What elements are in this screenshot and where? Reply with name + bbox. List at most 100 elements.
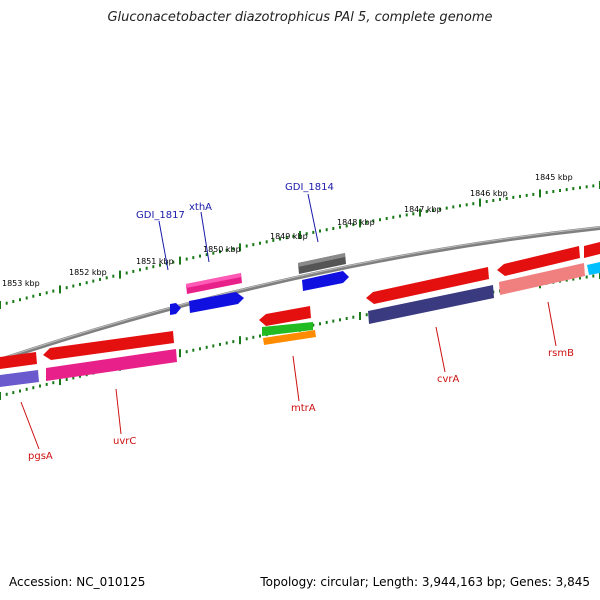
- gene-gdi1817[interactable]: [170, 303, 181, 315]
- outer-minor-tick: [272, 238, 275, 242]
- outer-minor-tick: [485, 200, 488, 203]
- outer-minor-tick: [292, 234, 295, 238]
- inner-minor-tick: [345, 317, 348, 320]
- inner-minor-tick: [232, 340, 235, 344]
- outer-major-tick: [479, 198, 481, 207]
- inner-minor-tick: [219, 342, 221, 346]
- genome-stats-label: Topology: circular; Length: 3,944,163 bp…: [260, 575, 590, 589]
- outer-minor-tick: [105, 276, 108, 280]
- outer-minor-tick: [392, 215, 395, 219]
- gene-red-edge[interactable]: [584, 242, 600, 258]
- accession-label: Accession: NC_010125: [9, 575, 146, 589]
- gene-pgsa-red[interactable]: [0, 352, 37, 369]
- inner-minor-tick: [32, 386, 35, 390]
- outer-minor-tick: [565, 188, 568, 192]
- outer-minor-tick: [365, 220, 368, 224]
- inner-minor-tick: [65, 378, 68, 381]
- inner-minor-tick: [579, 276, 581, 280]
- inner-minor-tick: [19, 389, 21, 393]
- outer-minor-tick: [12, 300, 15, 303]
- leader-gdi1814: [307, 193, 319, 243]
- outer-minor-tick: [265, 240, 268, 244]
- outer-minor-tick: [245, 244, 248, 248]
- outer-minor-tick: [465, 203, 468, 207]
- gene-mtra-green[interactable]: [262, 322, 313, 336]
- outer-minor-tick: [79, 282, 81, 286]
- outer-minor-tick: [559, 189, 561, 192]
- outer-minor-tick: [99, 277, 101, 281]
- outer-minor-tick: [212, 251, 215, 255]
- outer-minor-tick: [512, 195, 515, 199]
- outer-major-tick: [539, 189, 541, 198]
- outer-minor-tick: [572, 187, 575, 191]
- outer-major-tick: [0, 301, 1, 309]
- outer-minor-tick: [345, 224, 348, 228]
- outer-minor-tick: [259, 241, 261, 245]
- outer-minor-tick: [379, 218, 381, 222]
- inner-minor-tick: [252, 335, 255, 339]
- outer-minor-tick: [125, 271, 128, 275]
- outer-minor-tick: [439, 207, 441, 211]
- reverse-genes: [0, 246, 585, 387]
- kbp-label-1846: 1846 kbp: [470, 189, 508, 198]
- inner-minor-tick: [39, 384, 41, 388]
- inner-minor-tick: [12, 391, 15, 395]
- gene-mtra-red[interactable]: [259, 306, 311, 326]
- gene-cvra-red[interactable]: [366, 267, 489, 304]
- gene-blue-2[interactable]: [302, 271, 349, 291]
- outer-major-tick: [119, 270, 121, 279]
- outer-minor-tick: [352, 223, 355, 227]
- outer-minor-tick: [92, 279, 95, 283]
- outer-minor-tick: [85, 281, 88, 285]
- gene-mtra[interactable]: [263, 330, 316, 345]
- leader-cvra: [435, 326, 446, 373]
- outer-major-tick: [179, 256, 181, 265]
- inner-minor-tick: [72, 376, 75, 380]
- outer-minor-tick: [5, 301, 8, 305]
- inner-minor-tick: [565, 278, 568, 282]
- leader-lines: [20, 193, 557, 450]
- gene-rsmb-red[interactable]: [497, 246, 580, 276]
- leader-mtra: [292, 355, 300, 402]
- gene-cvra[interactable]: [368, 285, 494, 324]
- kbp-label-1849: 1849 kbp: [270, 232, 308, 241]
- outer-minor-tick: [332, 227, 335, 230]
- outer-minor-tick: [432, 208, 435, 212]
- outer-minor-tick: [532, 192, 535, 196]
- outer-minor-tick: [592, 184, 595, 188]
- outer-minor-tick: [492, 199, 495, 202]
- outer-minor-tick: [385, 217, 388, 220]
- gene-blue-1[interactable]: [189, 292, 244, 313]
- inner-minor-tick: [312, 323, 315, 327]
- outer-minor-tick: [192, 256, 195, 260]
- inner-minor-tick: [339, 318, 341, 322]
- leader-xtha: [200, 211, 210, 263]
- outer-minor-tick: [219, 250, 221, 254]
- kbp-label-1848: 1848 kbp: [337, 218, 375, 227]
- outer-minor-tick: [305, 232, 308, 236]
- gene-pgsa[interactable]: [0, 370, 39, 387]
- gene-label-mtra: mtrA: [291, 403, 316, 414]
- gene-rsmb[interactable]: [499, 263, 585, 295]
- outer-minor-tick: [112, 274, 115, 278]
- genome-backbone-highlight: [0, 226, 600, 360]
- inner-major-tick: [239, 336, 241, 345]
- outer-minor-tick: [552, 190, 555, 193]
- inner-minor-tick: [199, 347, 201, 351]
- gene-cyan-edge[interactable]: [587, 262, 600, 275]
- outer-minor-tick: [285, 236, 288, 240]
- outer-minor-tick: [225, 248, 228, 252]
- gene-xtha-shade: [186, 273, 241, 288]
- outer-major-tick: [359, 219, 361, 228]
- outer-minor-tick: [279, 237, 281, 241]
- gene-uvrc[interactable]: [46, 349, 177, 381]
- inner-major-tick: [0, 392, 1, 400]
- inner-minor-tick: [5, 392, 8, 396]
- gene-uvrc-red[interactable]: [43, 331, 174, 360]
- outer-minor-tick: [32, 294, 35, 298]
- inner-minor-tick: [212, 344, 215, 348]
- gene-label-gdi1814: GDI_1814: [285, 182, 334, 193]
- outer-minor-tick: [25, 296, 28, 300]
- gene-label-uvrc: uvrC: [113, 436, 136, 447]
